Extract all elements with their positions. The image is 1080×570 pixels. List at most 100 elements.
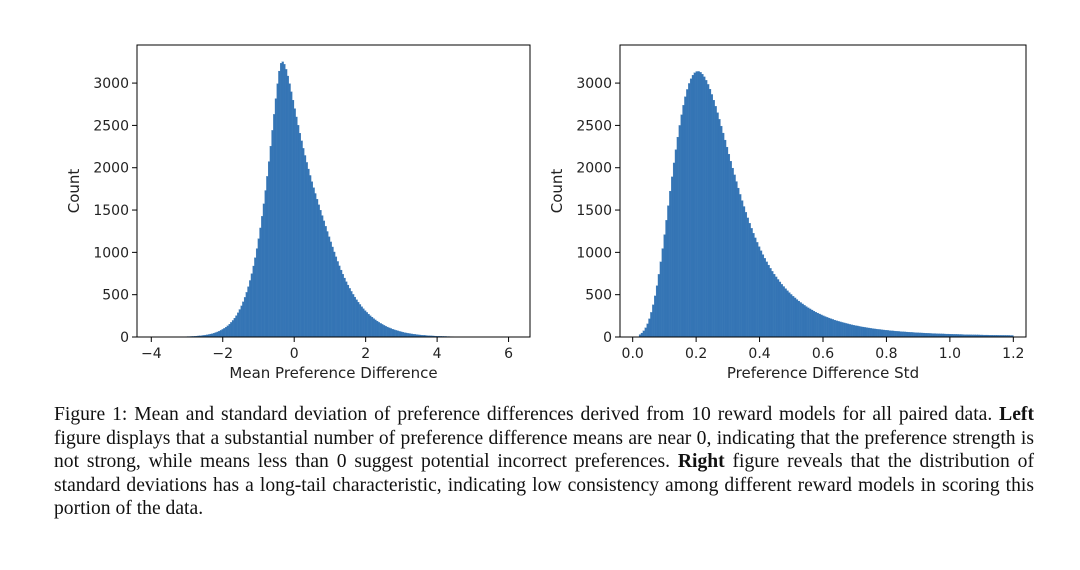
histogram-bar [684,96,687,338]
histogram-bar [705,80,708,338]
histogram-bar [665,220,668,338]
histogram-bar [742,206,746,338]
histogram-bar [231,320,234,338]
y-tick-label: 2500 [93,118,129,134]
x-axis-label: Preference Difference Std [727,364,919,382]
histogram-bar [347,284,350,338]
histogram-bar [839,321,842,338]
histogram-bar [890,330,893,338]
histogram-bar [247,286,250,338]
caption-right-bold: Right [677,451,725,473]
histogram-bar [867,327,870,338]
histogram-bar [671,176,674,338]
histogram-bar [682,105,685,338]
x-tick-label: −2 [212,346,233,362]
histogram-bar [894,330,897,338]
histogram-bar [310,181,314,338]
histogram-bar [271,130,274,338]
histogram-bar [926,333,929,338]
histogram-bar [793,297,797,338]
chart-panel-left: −4 −2 0 2 4 6 0 500 1000 1500 2000 2500 3000 Mean Pre… [65,44,531,382]
y-axis-label: Count [65,169,83,214]
histogram-bar [858,326,861,338]
histogram-bar [797,300,800,338]
histogram-bar [376,320,379,338]
histogram-bar [722,132,725,338]
histogram-bar [225,326,228,338]
x-tick-label: 0.0 [622,346,644,362]
histogram-bar [865,327,869,338]
histogram-bar [852,325,855,338]
histogram-bar [359,304,362,338]
histogram-bar [338,265,341,338]
histogram-bar [848,324,851,338]
histogram-bar [304,155,307,338]
histogram-bar [659,261,662,338]
histogram-bar [888,330,891,338]
x-tick-label: 0.6 [812,346,834,362]
histogram-bar [935,333,938,338]
histogram-bar [899,331,903,338]
histogram-bar [907,331,910,338]
histogram-bar [672,162,676,338]
histogram-bar [744,212,748,338]
x-tick-label: 4 [433,346,442,362]
histogram-bar [723,139,727,338]
histogram-bar [680,114,683,338]
histogram-bar [896,331,899,338]
histogram-bar [884,330,887,338]
x-tick-label: 6 [504,346,513,362]
histogram-bar [400,331,403,338]
histogram-bar [223,328,226,338]
histogram-bar [822,315,825,338]
histogram-bar [367,313,370,338]
histogram-bar [708,88,712,338]
histogram-bar [383,325,386,338]
histogram-bar [916,332,920,338]
histogram-bar [386,326,389,338]
histogram-bar [372,318,375,338]
histogram-bar [280,63,283,338]
y-tick-label: 2000 [576,161,612,177]
histogram-bar [353,296,356,338]
histogram-bar [398,331,401,338]
x-tick-label: 2 [361,346,370,362]
histogram-bar [809,308,812,338]
histogram-bar [739,194,742,338]
histogram-bar [812,311,816,338]
histogram-bar [911,332,914,338]
histogram-bar [856,325,859,338]
histogram-bar [324,226,327,338]
histogram-bar [776,279,780,338]
histogram-bar [305,162,308,338]
y-tick-label: 2000 [93,161,129,177]
x-tick-label: 0.4 [748,346,770,362]
histogram-bar [384,326,387,338]
histogram-bar [300,140,303,338]
histogram-bar [283,64,286,338]
histogram-bar [405,332,408,338]
histogram-bar [379,323,382,338]
y-tick-label: 2500 [576,118,612,134]
histogram-bar [340,269,343,338]
caption-left-bold: Left [999,404,1034,425]
histogram-bar [775,276,778,338]
figure-caption: Figure 1: Mean and standard deviation of… [54,403,1034,521]
histogram-bar [871,328,874,338]
histogram-bar [882,329,886,338]
histogram-bar [648,318,651,338]
histogram-bar [352,294,355,338]
histogram-bar [803,305,806,338]
histogram-bar [784,288,787,338]
histogram-bar [922,332,925,338]
histogram-bar [880,329,884,338]
histogram-bar [924,333,927,338]
histogram-bar [835,320,838,338]
histogram-bar [274,98,277,338]
histogram-bar [780,284,783,338]
histogram-bar [345,281,348,338]
histogram-bar [788,292,791,338]
histogram-bar [699,72,702,338]
figure: −4 −2 0 2 4 6 0 500 1000 1500 2000 2500 3000 Mean Pre… [65,44,1027,382]
histogram-bar [264,190,267,338]
